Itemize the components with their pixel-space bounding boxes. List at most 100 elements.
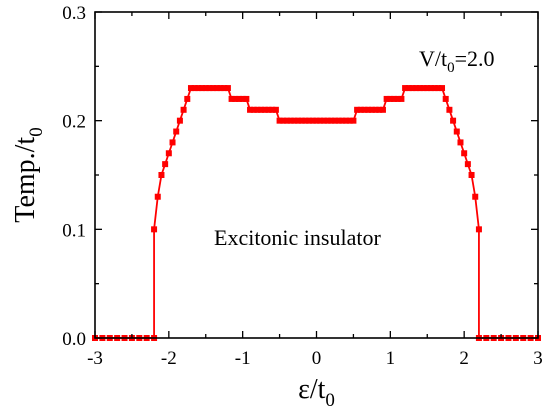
parameter-annotation-main: V/t — [419, 46, 447, 71]
data-point — [239, 95, 246, 102]
data-point — [313, 117, 320, 124]
y-tick-label: 0.0 — [62, 329, 86, 350]
data-point — [287, 117, 294, 124]
data-point — [328, 117, 335, 124]
y-axis-title: Temp./t0 — [10, 127, 47, 222]
series-layer — [92, 85, 541, 341]
data-point — [265, 106, 272, 113]
data-point — [398, 95, 405, 102]
parameter-annotation-sub: 0 — [447, 60, 455, 76]
data-point — [387, 95, 394, 102]
series-line — [95, 87, 538, 339]
x-tick-label: 1 — [386, 348, 396, 369]
data-point — [206, 85, 213, 92]
data-point — [413, 85, 420, 92]
data-point — [424, 85, 431, 92]
data-point — [461, 150, 468, 157]
data-point — [324, 117, 331, 124]
region-label: Excitonic insulator — [214, 225, 381, 250]
data-point — [162, 161, 169, 168]
x-tick-label: 3 — [533, 348, 543, 369]
data-point — [405, 85, 412, 92]
data-point — [442, 95, 449, 102]
data-point — [372, 106, 379, 113]
data-point — [224, 85, 231, 92]
data-point — [343, 117, 350, 124]
data-point — [394, 95, 401, 102]
data-point — [269, 106, 276, 113]
data-point — [309, 117, 316, 124]
data-point — [176, 117, 183, 124]
data-point — [221, 85, 228, 92]
data-point — [427, 85, 434, 92]
data-point — [383, 95, 390, 102]
data-point — [250, 106, 257, 113]
data-point — [302, 117, 309, 124]
y-axis-title-main: Temp./t — [10, 137, 41, 223]
data-point — [187, 85, 194, 92]
data-point — [228, 95, 235, 102]
data-point — [295, 117, 302, 124]
data-point — [272, 106, 279, 113]
data-point — [317, 117, 324, 124]
data-point — [151, 226, 158, 233]
data-point — [339, 117, 346, 124]
data-point — [391, 95, 398, 102]
x-axis-title-main: ε/t — [298, 374, 326, 405]
y-tick-label: 0.2 — [62, 112, 86, 133]
data-point — [350, 117, 357, 124]
data-point — [354, 106, 361, 113]
data-point — [298, 117, 305, 124]
axes — [94, 11, 539, 339]
data-point — [409, 85, 416, 92]
data-point — [283, 117, 290, 124]
data-point — [191, 85, 198, 92]
x-axis-title: ε/t0 — [298, 374, 335, 411]
data-point — [450, 117, 457, 124]
data-point — [376, 106, 383, 113]
x-tick-label: -2 — [161, 348, 177, 369]
y-tick-label: 0.3 — [62, 3, 86, 24]
data-point — [169, 139, 176, 146]
data-point — [291, 117, 298, 124]
data-point — [154, 193, 161, 200]
data-point — [365, 106, 372, 113]
labels: -3 -2 -1 0 1 2 30.00.10.20.3ε/t0Temp./t0V/t0=2… — [10, 3, 543, 411]
data-point — [379, 106, 386, 113]
data-point — [184, 95, 191, 102]
data-point — [306, 117, 313, 124]
data-point — [243, 95, 250, 102]
data-point — [199, 85, 206, 92]
data-point — [420, 85, 427, 92]
data-point — [280, 117, 287, 124]
data-point — [402, 85, 409, 92]
x-tick-label: 2 — [459, 348, 469, 369]
data-point — [276, 117, 283, 124]
data-point — [165, 150, 172, 157]
data-point — [431, 85, 438, 92]
data-point — [261, 106, 268, 113]
data-point — [472, 193, 479, 200]
parameter-annotation-value: =2.0 — [455, 46, 495, 71]
data-point — [439, 85, 446, 92]
data-point — [464, 161, 471, 168]
x-tick-label: -1 — [235, 348, 251, 369]
data-point — [357, 106, 364, 113]
data-point — [435, 85, 442, 92]
data-point — [416, 85, 423, 92]
data-point — [468, 172, 475, 178]
data-point — [180, 106, 187, 113]
data-point — [247, 106, 254, 113]
data-point — [335, 117, 342, 124]
data-point — [202, 85, 209, 92]
data-point — [173, 128, 180, 135]
data-point — [475, 226, 482, 233]
data-point — [346, 117, 353, 124]
data-point — [235, 95, 242, 102]
data-point — [368, 106, 375, 113]
x-tick-label: -3 — [87, 348, 103, 369]
data-point — [361, 106, 368, 113]
y-axis-title-sub: 0 — [26, 127, 47, 137]
data-point — [331, 117, 338, 124]
